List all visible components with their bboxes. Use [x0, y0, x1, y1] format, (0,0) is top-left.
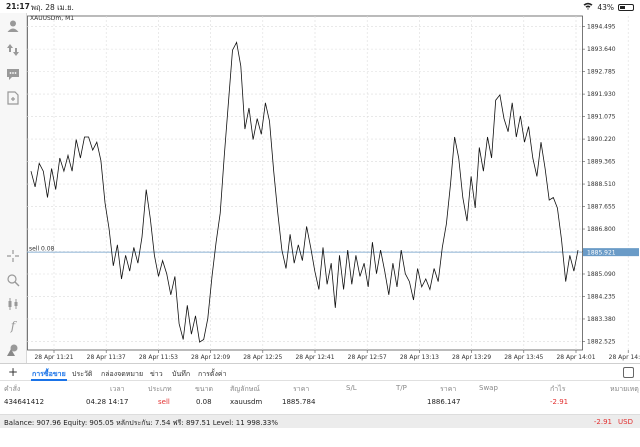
tab-news[interactable]: ข่าว [150, 370, 163, 378]
x-tick-label: 28 Apr 12:25 [243, 354, 282, 361]
plot-frame [27, 15, 583, 351]
x-tick-label: 28 Apr 13:45 [504, 354, 543, 361]
tab-trade[interactable]: การซื้อขาย [32, 370, 66, 378]
x-tick-label: 28 Apr 14:17 [609, 354, 640, 361]
new-order-icon[interactable] [4, 89, 22, 107]
order-profit: -2.91 [550, 398, 569, 406]
wifi-icon [583, 2, 593, 12]
y-tick-label: 1887.655 [587, 204, 616, 211]
account-summary: Balance: 907.96 Equity: 905.05 หลักประกั… [0, 414, 640, 428]
total-currency: USD [618, 418, 633, 426]
status-bar: 21:17 พฤ. 28 เม.ย. 43% [0, 0, 640, 13]
trade-arrows-icon[interactable] [4, 41, 22, 59]
active-tab-underline [31, 379, 67, 381]
x-tick-label: 28 Apr 11:53 [139, 354, 178, 361]
status-date: พฤ. 28 เม.ย. [31, 3, 74, 12]
status-right: 43% [583, 2, 634, 12]
tab-settings[interactable]: การตั้งค่า [198, 370, 227, 378]
order-time: 04.28 14:17 [86, 398, 129, 406]
y-tick-label: 1884.235 [587, 293, 616, 300]
order-type: sell [158, 398, 170, 406]
candlestick-icon[interactable] [4, 295, 22, 313]
col-volume: ขนาด [195, 385, 214, 393]
x-tick-label: 28 Apr 13:13 [400, 354, 439, 361]
y-tick-label: 1889.365 [587, 159, 616, 166]
col-sl: S/L [346, 384, 357, 392]
x-tick-label: 28 Apr 12:41 [295, 354, 334, 361]
chart-canvas[interactable]: 1894.495 1893.640 1892.785 1891.930 1891.075… [27, 13, 640, 363]
x-tick-label: 28 Apr 11:21 [34, 354, 73, 361]
objects-shapes-icon[interactable] [4, 341, 22, 359]
price-chart[interactable]: 1894.495 1893.640 1892.785 1891.930 1891.075… [27, 13, 640, 363]
order-symbol: xauusdm [230, 398, 263, 406]
col-tp: T/P [396, 384, 407, 392]
order-current-price: 1886.147 [427, 398, 461, 406]
status-time: 21:17 [6, 2, 30, 11]
col-swap: Swap [479, 384, 498, 392]
battery-icon [618, 3, 634, 11]
y-tick-label: 1891.075 [587, 114, 616, 121]
zoom-icon[interactable] [4, 271, 22, 289]
table-header: คำสั่ง เวลา ประเภท ขนาด สัญลักษณ์ ราคา S… [0, 381, 640, 395]
tab-history[interactable]: ประวัติ [72, 370, 93, 378]
col-current-price: ราคา [440, 385, 457, 393]
y-tick-label: 1890.220 [587, 136, 616, 143]
col-order: คำสั่ง [4, 385, 21, 393]
y-tick-label: 1892.785 [587, 69, 616, 76]
sell-position-label: sell 0.08 [29, 246, 55, 253]
price-series-line [30, 41, 579, 343]
tab-mailbox[interactable]: กล่องจดหมาย [101, 370, 144, 378]
chart-symbol-label: XAUUSDm, M1 [30, 15, 75, 22]
col-time: เวลา [110, 385, 125, 393]
positions-table: คำสั่ง เวลา ประเภท ขนาด สัญลักษณ์ ราคา S… [0, 381, 640, 412]
total-profit: -2.91 [593, 418, 612, 426]
y-tick-label: 1893.640 [587, 46, 616, 53]
y-tick-label: 1883.380 [587, 316, 616, 323]
layout-toggle-icon[interactable] [623, 367, 634, 378]
y-tick-label: 1888.510 [587, 181, 616, 188]
tab-journal[interactable]: บันทึก [172, 370, 191, 378]
y-tick-label: 1891.930 [587, 91, 616, 98]
y-tick-label: 1894.495 [587, 24, 616, 31]
table-row[interactable]: 434641412 04.28 14:17 sell 0.08 xauusdm … [0, 395, 640, 412]
col-price: ราคา [293, 385, 310, 393]
left-toolbar: f M1 [0, 13, 27, 373]
chat-icon[interactable] [4, 65, 22, 83]
col-type: ประเภท [148, 385, 172, 393]
y-tick-label: 1882.525 [587, 338, 616, 345]
col-symbol: สัญลักษณ์ [230, 385, 260, 393]
battery-percent: 43% [597, 2, 614, 12]
x-tick-label: 28 Apr 13:29 [452, 354, 491, 361]
order-id: 434641412 [4, 398, 45, 406]
current-price-label: 1885.921 [587, 249, 616, 256]
x-tick-label: 28 Apr 14:01 [556, 354, 595, 361]
add-icon[interactable]: + [8, 365, 19, 379]
user-icon[interactable] [4, 17, 22, 35]
col-comment: หมายเหตุ [610, 385, 639, 393]
y-tick-label: 1885.090 [587, 271, 616, 278]
terminal-tabs: + การซื้อขาย ประวัติ กล่องจดหมาย ข่าว บั… [0, 363, 640, 381]
order-volume: 0.08 [196, 398, 212, 406]
x-tick-label: 28 Apr 12:57 [348, 354, 387, 361]
x-tick-label: 28 Apr 12:09 [191, 354, 230, 361]
current-price-tag [583, 248, 639, 257]
account-summary-text: Balance: 907.96 Equity: 905.05 หลักประกั… [4, 419, 279, 427]
y-tick-label: 1886.800 [587, 226, 616, 233]
order-open-price: 1885.784 [282, 398, 316, 406]
battery-level-fill [620, 5, 626, 9]
crosshair-icon[interactable] [4, 247, 22, 265]
x-tick-label: 28 Apr 11:37 [87, 354, 126, 361]
indicator-f-icon[interactable]: f [10, 319, 16, 333]
col-profit: กำไร [550, 385, 566, 393]
